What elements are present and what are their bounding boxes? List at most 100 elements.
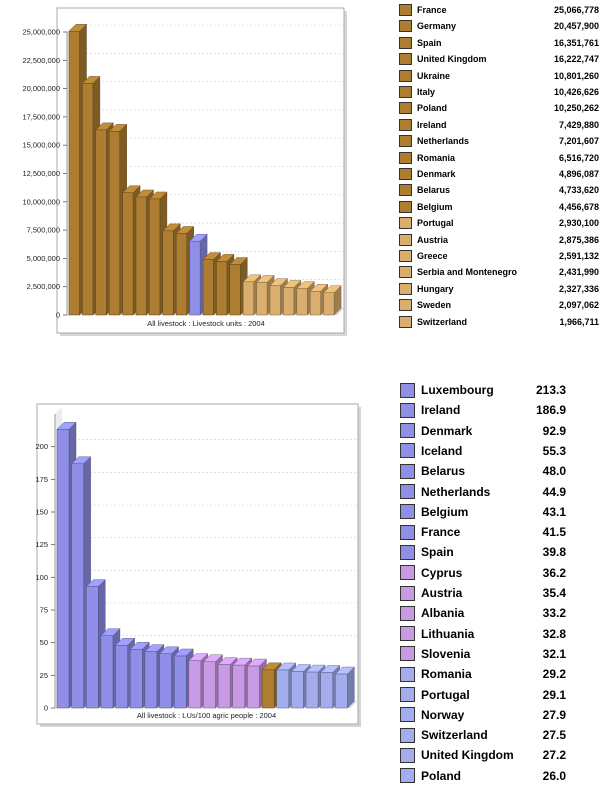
legend-swatch xyxy=(400,687,415,702)
y-tick-label: 7,500,000 xyxy=(27,226,60,235)
bar-front xyxy=(189,240,201,316)
legend-item: Belarus 4,733,620 xyxy=(399,182,600,198)
legend-country: Italy xyxy=(417,87,436,97)
legend-value: 33.2 xyxy=(542,606,566,621)
legend-country: Netherlands xyxy=(417,136,470,147)
legend-country: Serbia and Montenegro xyxy=(417,267,518,278)
legend-swatch xyxy=(399,4,412,16)
legend-value: 25,066,778 xyxy=(553,5,599,15)
legend-item: Belarus 48.0 xyxy=(400,461,600,481)
legend-swatch xyxy=(400,565,415,581)
bar xyxy=(71,456,92,709)
legend-value: 6,516,720 xyxy=(558,152,599,163)
legend-country: Germany xyxy=(417,21,457,32)
bar-front xyxy=(130,649,143,709)
legend-item: Germany 20,457,900 xyxy=(399,18,600,34)
legend-country: France xyxy=(421,525,461,540)
bar-front xyxy=(276,669,289,709)
legend-item: Switzerland 27.5 xyxy=(400,725,600,745)
y-tick-label: 0 xyxy=(44,704,48,713)
legend-value: 39.8 xyxy=(542,545,566,560)
legend-value: 92.9 xyxy=(542,423,566,438)
bar-front xyxy=(247,665,260,709)
bar-front xyxy=(135,196,147,316)
legend-swatch xyxy=(399,184,412,197)
legend-value: 26.0 xyxy=(542,768,566,783)
legend-value: 4,733,620 xyxy=(558,185,599,196)
legend-item: Greece 2,591,132 xyxy=(399,248,600,264)
legend-country: Portugal xyxy=(417,218,454,229)
legend-item: Slovenia 32.1 xyxy=(400,644,600,664)
bar-front xyxy=(159,653,172,709)
bar-front xyxy=(68,30,80,316)
legend-swatch xyxy=(400,382,415,398)
legend-item: France 41.5 xyxy=(400,522,600,542)
legend-country: Belgium xyxy=(417,201,453,212)
legend-item: Poland 10,250,262 xyxy=(399,100,600,116)
legend-swatch xyxy=(399,315,412,328)
legend-value: 41.5 xyxy=(542,525,566,540)
bar-front xyxy=(323,292,335,316)
y-tick-label: 15,000,000 xyxy=(22,141,60,150)
legend-country: Spain xyxy=(421,545,454,560)
bar-front xyxy=(175,233,187,316)
legend-swatch xyxy=(399,36,412,49)
legend-item: Denmark 4,896,087 xyxy=(399,166,600,182)
legend-item: Luxembourg 213.3 xyxy=(400,380,600,400)
legend-swatch xyxy=(400,423,415,439)
legend-swatch xyxy=(399,299,412,312)
bar-front xyxy=(283,287,295,316)
legend-country: Switzerland xyxy=(421,728,488,743)
y-tick-label: 50 xyxy=(40,638,48,647)
legend-country: Denmark xyxy=(421,423,473,438)
legend-country: Romania xyxy=(421,667,472,682)
legend-value: 10,801,260 xyxy=(553,70,599,81)
legend-value: 2,327,336 xyxy=(558,283,599,294)
legend-swatch xyxy=(399,168,412,180)
bar-front xyxy=(149,198,161,316)
legend-country: Albania xyxy=(421,606,465,621)
bar-front xyxy=(115,645,128,709)
legend-country: Ukraine xyxy=(417,70,451,81)
bar-front xyxy=(95,129,107,316)
legend-country: Belgium xyxy=(421,504,469,519)
legend-value: 32.1 xyxy=(542,646,566,661)
legend-swatch xyxy=(400,768,415,784)
legend-country: Denmark xyxy=(417,169,456,179)
legend-value: 55.3 xyxy=(542,443,566,458)
bar-front xyxy=(122,192,134,316)
legend-country: Norway xyxy=(421,707,465,722)
legend-value: 20,457,900 xyxy=(553,21,599,32)
legend-swatch xyxy=(399,86,412,98)
legend-swatch xyxy=(400,707,415,723)
legend-value: 29.1 xyxy=(542,687,566,702)
legend-country: Sweden xyxy=(417,300,452,311)
legend-value: 10,426,626 xyxy=(553,87,599,97)
legend-item: Poland 26.0 xyxy=(400,766,600,786)
legend-value: 4,456,678 xyxy=(558,201,599,212)
bar-front xyxy=(216,261,228,316)
legend-country: United Kingdom xyxy=(421,748,514,763)
legend-value: 27.2 xyxy=(542,748,566,763)
y-tick-label: 0 xyxy=(56,311,60,320)
legend-swatch xyxy=(400,605,415,621)
legend-value: 27.9 xyxy=(542,707,566,722)
legend-swatch xyxy=(400,727,415,743)
legend-swatch xyxy=(399,151,412,164)
legend-swatch xyxy=(399,233,412,246)
bar-front xyxy=(144,651,158,709)
legend-swatch xyxy=(399,69,412,82)
legend-country: Poland xyxy=(421,768,462,783)
legend-value: 2,591,132 xyxy=(558,251,599,261)
legend-country: Slovenia xyxy=(421,646,471,661)
bar-front xyxy=(232,664,246,709)
legend-swatch xyxy=(399,266,412,279)
lus-per-100-agric-people-chart: 0 25 50 75 100 125 150 175 200 All livestock : LU… xyxy=(35,403,361,727)
legend-value: 7,201,607 xyxy=(558,136,599,147)
bar-front xyxy=(86,586,99,709)
legend-item: Netherlands 44.9 xyxy=(400,482,600,502)
y-tick-label: 150 xyxy=(35,508,48,517)
legend-swatch xyxy=(400,484,415,499)
legend-swatch xyxy=(399,250,412,262)
x-axis-label: All livestock : Livestock units : 2004 xyxy=(147,319,265,328)
